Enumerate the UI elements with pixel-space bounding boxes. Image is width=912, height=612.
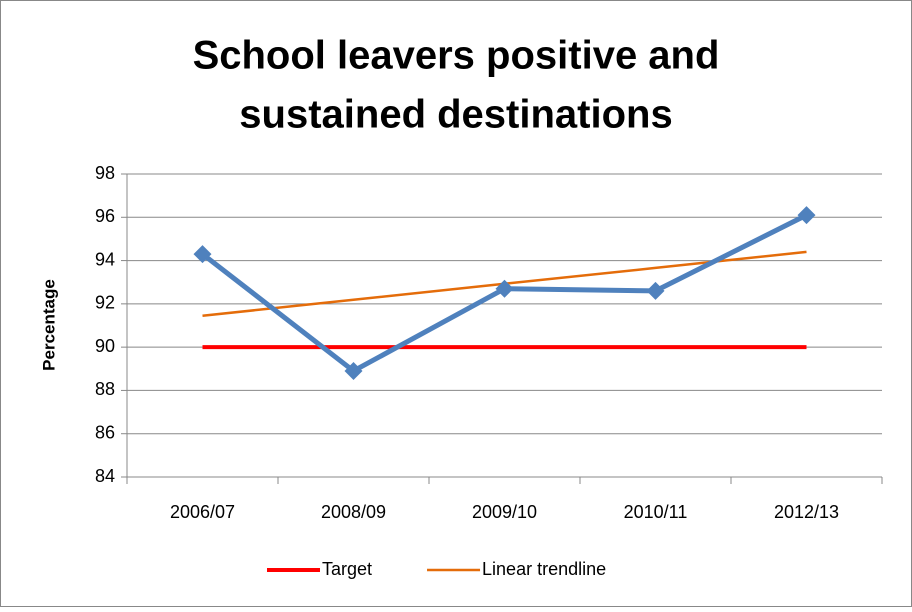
- data-point: [193, 245, 212, 264]
- data-point: [797, 206, 816, 225]
- legend-label: Target: [322, 559, 372, 579]
- x-tick-label: 2008/09: [321, 502, 386, 522]
- x-tick-label: 2010/11: [624, 502, 688, 522]
- data-point: [344, 361, 363, 380]
- data-point: [495, 279, 514, 298]
- x-tick-label: 2009/10: [472, 502, 537, 522]
- chart-title: sustained destinations: [239, 93, 672, 137]
- y-tick-label: 86: [95, 422, 115, 442]
- data-point: [646, 281, 665, 300]
- y-tick-label: 84: [95, 466, 115, 486]
- y-tick-label: 92: [95, 293, 115, 313]
- x-tick-label: 2012/13: [774, 502, 839, 522]
- y-tick-label: 88: [95, 379, 115, 399]
- chart-title: School leavers positive and: [193, 34, 720, 78]
- y-tick-label: 94: [95, 249, 115, 269]
- y-tick-label: 96: [95, 206, 115, 226]
- x-tick-label: 2006/07: [170, 502, 235, 522]
- y-tick-label: 98: [95, 163, 115, 183]
- legend-label: Linear trendline: [482, 559, 606, 579]
- y-tick-label: 90: [95, 336, 115, 356]
- y-axis-label: Percentage: [39, 279, 58, 371]
